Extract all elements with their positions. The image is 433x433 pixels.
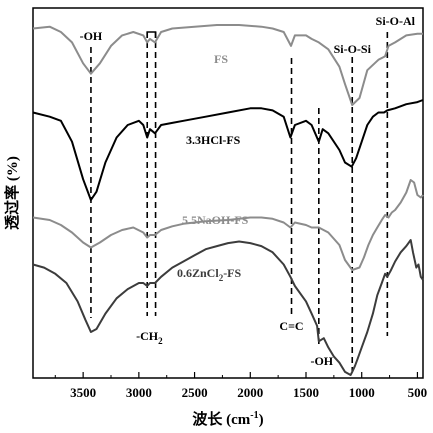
band-label: Si-O-Al bbox=[376, 14, 416, 28]
band-label: -CH2 bbox=[136, 329, 163, 346]
x-axis-title-end: ) bbox=[259, 412, 264, 428]
annotation-labels: -OH -CH2 C=C -OH Si-O-Si Si-O-Al FS 3.3HCl-FS 5.… bbox=[80, 14, 416, 368]
band-label: Si-O-Si bbox=[334, 42, 372, 56]
series-line bbox=[32, 239, 424, 376]
x-tick-label: 1000 bbox=[349, 385, 375, 400]
band-markers bbox=[90, 31, 389, 372]
band-label: -OH bbox=[310, 354, 333, 368]
series-line bbox=[32, 24, 423, 106]
band-label: C=C bbox=[279, 319, 303, 333]
series-name-label: 5.5NaOH-FS bbox=[182, 213, 249, 227]
band-bracket bbox=[146, 31, 157, 38]
x-tick-label: 3500 bbox=[70, 385, 96, 400]
x-axis-title-superscript: -1 bbox=[250, 410, 258, 421]
x-axis-ticks: 3500 3000 2500 2000 1500 1000 500 bbox=[54, 372, 428, 400]
x-tick-label: 2000 bbox=[237, 385, 263, 400]
band-label: -OH bbox=[80, 29, 103, 43]
x-tick-label: 500 bbox=[408, 385, 428, 400]
series-line bbox=[32, 99, 424, 201]
x-tick-label: 3000 bbox=[126, 385, 152, 400]
series-name-label: FS bbox=[214, 52, 228, 66]
x-tick-label: 2500 bbox=[182, 385, 208, 400]
plot-frame bbox=[32, 7, 424, 379]
series-name-label: 3.3HCl-FS bbox=[186, 133, 241, 147]
y-axis-title: 透过率 (%) bbox=[3, 156, 21, 230]
x-axis-title: 波长 (cm-1) bbox=[192, 410, 263, 428]
x-tick-label: 1500 bbox=[293, 385, 319, 400]
spectra-series bbox=[32, 24, 424, 376]
series-name-label: 0.6ZnCl2-FS bbox=[177, 266, 242, 283]
series-line bbox=[32, 179, 424, 271]
